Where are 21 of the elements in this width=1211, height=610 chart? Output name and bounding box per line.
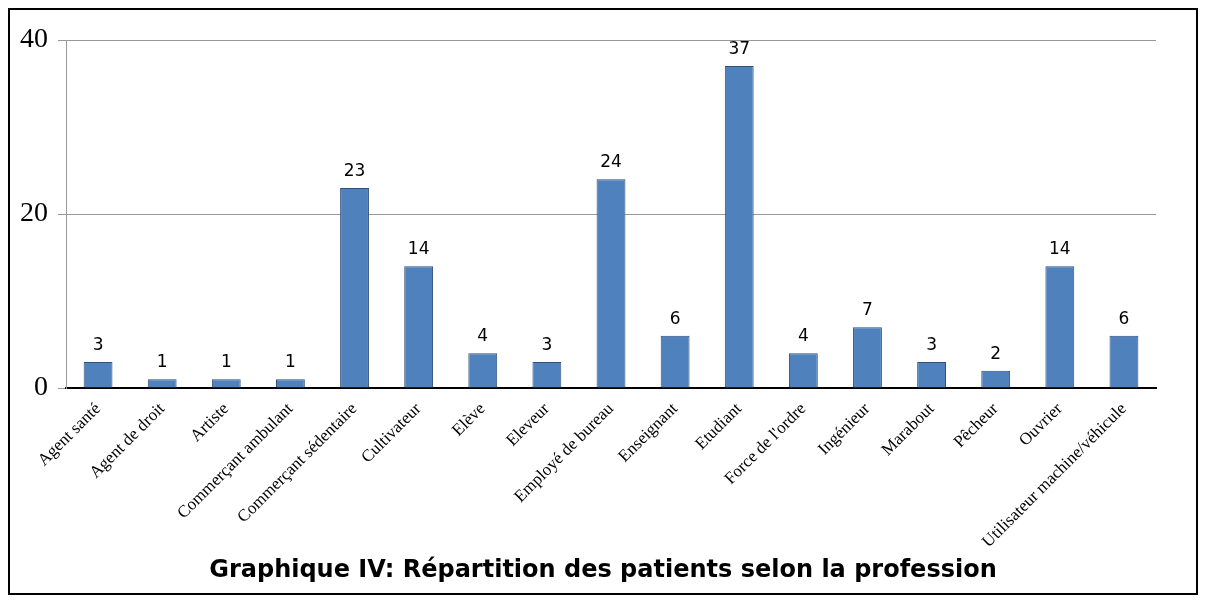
- data-label: 14: [407, 238, 430, 259]
- text: Graphique IV: Répartition des patients selon la profession: [208, 555, 998, 585]
- y-tick-label: 40: [20, 22, 48, 54]
- data-label: 6: [669, 307, 681, 328]
- data-label: 37: [728, 38, 751, 59]
- data-label: 1: [220, 351, 232, 372]
- data-label: 3: [92, 333, 104, 354]
- y-tick-label: 0: [34, 370, 48, 402]
- data-label: 14: [1049, 238, 1071, 259]
- data-label: 4: [477, 325, 489, 346]
- data-label: 23: [343, 159, 366, 180]
- data-label: 1: [285, 351, 296, 372]
- data-label: 3: [926, 333, 937, 354]
- data-label: 7: [862, 299, 873, 320]
- y-tick-label: 20: [20, 196, 48, 228]
- data-label: 4: [797, 325, 809, 346]
- data-label: 6: [1118, 307, 1130, 328]
- data-label: 24: [600, 151, 622, 172]
- data-label: 3: [541, 333, 553, 354]
- data-label: 2: [990, 342, 1002, 363]
- data-label: 1: [156, 351, 168, 372]
